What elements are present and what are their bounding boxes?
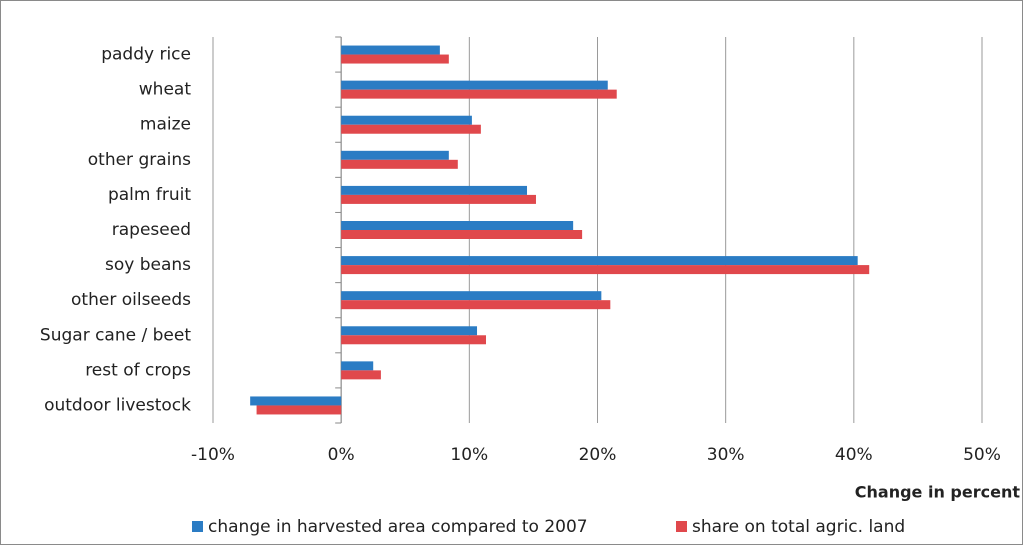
- bar: [341, 194, 536, 204]
- x-axis-title: Change in percent: [855, 483, 1021, 502]
- bar: [341, 221, 574, 230]
- bar: [341, 124, 481, 134]
- x-tick-label: 10%: [450, 445, 488, 465]
- y-tick-label: maize: [140, 115, 191, 135]
- y-tick-label: rest of crops: [85, 360, 191, 380]
- x-tick-label: 0%: [328, 445, 355, 465]
- x-tick-label: 30%: [707, 445, 745, 465]
- bar: [341, 54, 449, 64]
- bar: [341, 265, 870, 275]
- bar: [256, 405, 342, 415]
- x-tick-label: 20%: [579, 445, 617, 465]
- legend-label: share on total agric. land: [692, 517, 905, 537]
- bar: [341, 361, 374, 371]
- bar: [341, 45, 440, 55]
- legend-swatch: [192, 521, 203, 532]
- bar: [341, 335, 486, 345]
- bar: [341, 159, 458, 169]
- bar: [341, 89, 617, 99]
- bar: [250, 396, 342, 406]
- x-tick-label: 40%: [835, 445, 873, 465]
- y-tick-label: paddy rice: [101, 45, 191, 65]
- bar: [341, 185, 528, 195]
- legend-swatch: [676, 521, 687, 532]
- bar: [341, 115, 472, 125]
- y-tick-label: Sugar cane / beet: [40, 325, 191, 345]
- x-tick-label: -10%: [191, 445, 235, 465]
- bar: [341, 256, 858, 266]
- legend-label: change in harvested area compared to 200…: [208, 517, 588, 537]
- bar: [341, 291, 602, 301]
- y-tick-label: outdoor livestock: [44, 395, 191, 415]
- bar: [341, 326, 478, 336]
- y-tick-label: wheat: [139, 80, 192, 100]
- bar: [341, 230, 583, 239]
- y-tick-label: soy beans: [105, 255, 191, 275]
- bar: [341, 300, 611, 310]
- bar: [341, 150, 449, 160]
- y-tick-label: other oilseeds: [71, 290, 191, 310]
- bar: [341, 80, 608, 90]
- bar: [341, 370, 381, 380]
- y-tick-label: other grains: [88, 150, 191, 170]
- x-tick-label: 50%: [963, 445, 1001, 465]
- y-tick-label: rapeseed: [112, 220, 191, 240]
- y-tick-label: palm fruit: [108, 185, 191, 205]
